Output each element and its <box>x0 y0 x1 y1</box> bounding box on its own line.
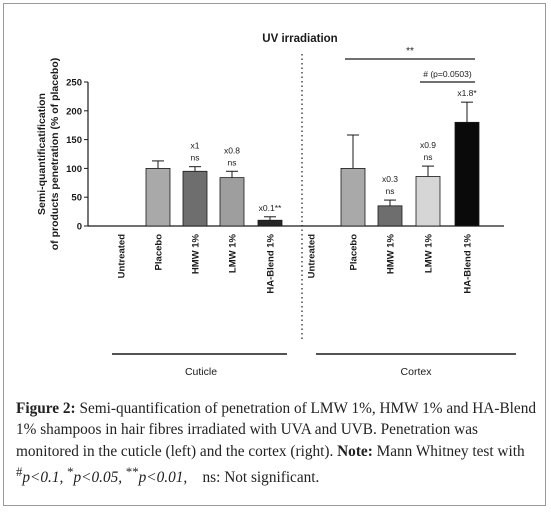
bar-chart: UV irradiation Semi-quantificatification o… <box>36 33 516 378</box>
chart-title: UV irradiation <box>262 33 337 45</box>
star-symbol: * <box>67 464 74 479</box>
y-tick-label: 250 <box>66 78 82 89</box>
category-label: HA-Blend 1% <box>463 233 474 293</box>
y-tick-label: 100 <box>66 164 82 175</box>
bar <box>257 219 283 227</box>
significance-label: # (p=0.0503) <box>423 69 472 79</box>
figure-caption: Figure 2: Semi-quantification of penetra… <box>16 398 538 488</box>
y-axis-label-line-2: of products penetration (% of placebo) <box>49 58 61 251</box>
figure-label: Figure 2: <box>16 400 76 417</box>
bar-annotation: x1 <box>191 141 200 151</box>
bar-annotation: ns <box>191 153 200 163</box>
category-label: LMW 1% <box>228 233 239 273</box>
hash-symbol: # <box>16 464 23 479</box>
y-tick-label: 0 <box>77 222 82 233</box>
category-label: HA-Blend 1% <box>266 233 277 293</box>
ns-text: Not significant. <box>220 468 320 486</box>
y-tick-label: 200 <box>66 106 82 117</box>
y-tick-label: 150 <box>66 135 82 146</box>
bar-annotation: x0.3 <box>382 174 398 184</box>
caption-text-2: Mann Whitney test with <box>372 442 525 460</box>
bar <box>415 176 441 227</box>
p-value-3: p<0.01, <box>138 468 188 486</box>
bar-annotation: x0.1** <box>259 203 282 213</box>
bar <box>340 167 366 227</box>
bar-annotation: x1.8* <box>457 88 477 98</box>
category-label: LMW 1% <box>424 233 435 273</box>
group-label-cortex: Cortex <box>401 366 433 378</box>
figure-frame <box>3 3 546 506</box>
y-axis-label-line-1: Semi-quantificatification <box>36 93 48 215</box>
category-label: Untreated <box>307 234 318 279</box>
bar-annotation: ns <box>228 157 237 167</box>
category-label: Placebo <box>154 234 165 271</box>
category-label: Untreated <box>117 234 128 279</box>
significance-label: ** <box>406 46 414 57</box>
bar <box>182 170 208 227</box>
category-label: HMW 1% <box>386 233 397 274</box>
category-label: HMW 1% <box>191 233 202 274</box>
ns-abbrev: ns: <box>202 468 221 486</box>
bar-annotation: x0.8 <box>224 145 240 155</box>
bar-annotation: x0.9 <box>420 140 436 150</box>
group-label-cuticle: Cuticle <box>185 366 217 378</box>
caption-text-1: Semi-quantification of penetration of LM… <box>16 400 536 460</box>
p-value-2: p<0.05, <box>73 468 126 486</box>
double-star-symbol: ** <box>125 464 139 479</box>
category-label: Placebo <box>349 234 360 271</box>
y-tick-label: 50 <box>71 193 82 204</box>
bar <box>377 205 403 227</box>
bar <box>454 121 480 227</box>
bar-annotation: ns <box>424 152 433 162</box>
bar <box>145 167 171 227</box>
bar-annotation: ns <box>386 186 395 196</box>
bar <box>219 177 245 227</box>
p-value-1: p<0.1, <box>22 468 68 486</box>
note-label: Note: <box>337 442 373 460</box>
